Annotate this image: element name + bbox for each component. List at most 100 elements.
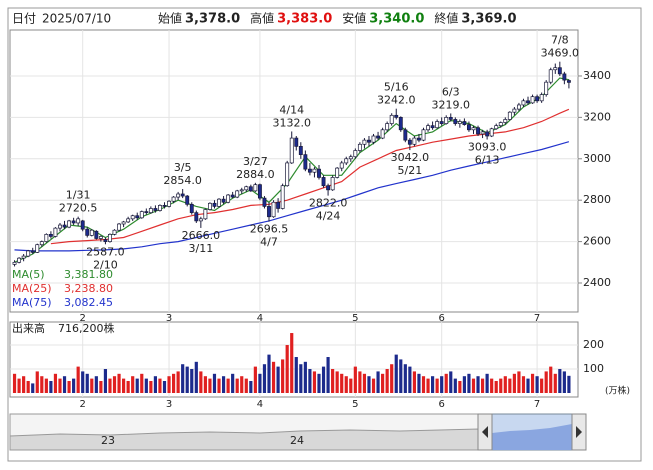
- volume-bar: [499, 378, 503, 393]
- candle-body: [35, 244, 40, 253]
- candle-body: [103, 239, 108, 242]
- volume-bar: [190, 369, 194, 393]
- volume-bar: [103, 369, 108, 393]
- candle-body: [203, 209, 208, 220]
- navigator-label: 24: [290, 434, 304, 447]
- x-tick-label: 7: [534, 399, 540, 410]
- candle-body: [485, 131, 490, 137]
- volume-bar: [85, 373, 89, 393]
- candle-body: [248, 186, 253, 192]
- high-date: 3/27: [243, 155, 268, 168]
- candle-body: [198, 218, 203, 222]
- volume-bar: [390, 364, 394, 393]
- volume-bar: [285, 345, 289, 393]
- low-value: 2696.5: [250, 223, 289, 236]
- candle-body: [462, 121, 467, 125]
- candle-body: [544, 81, 549, 95]
- high-date: 7/8: [551, 34, 569, 47]
- candle-body: [244, 186, 249, 191]
- candle-body: [453, 119, 458, 124]
- arrow-left: [482, 426, 488, 438]
- candle-body: [439, 121, 444, 124]
- volume-bar: [281, 359, 285, 393]
- volume-bar: [126, 381, 130, 393]
- candle-body: [317, 168, 321, 178]
- high-date: 1/31: [66, 189, 91, 202]
- candle-body: [394, 114, 399, 118]
- candle-body: [512, 108, 517, 113]
- legend-name: MA(75): [12, 296, 52, 309]
- volume-bar: [440, 376, 444, 393]
- candle-body: [158, 205, 162, 211]
- low-date: 6/13: [475, 154, 500, 167]
- volume-bar: [235, 378, 239, 393]
- volume-bar: [462, 376, 466, 393]
- volume-bar: [312, 371, 317, 393]
- field-label: 安値: [342, 11, 366, 26]
- volume-bar: [181, 364, 185, 393]
- candle-body: [530, 96, 535, 104]
- volume-bar: [562, 371, 566, 393]
- volume-bar: [335, 371, 339, 393]
- candle-body: [566, 80, 571, 83]
- volume-bar: [162, 381, 167, 393]
- low-date: 3/11: [188, 242, 213, 255]
- volume-bar: [421, 376, 426, 393]
- candle-body: [539, 94, 544, 102]
- candle-body: [194, 212, 199, 222]
- low-value: 2587.0: [86, 245, 125, 258]
- candle-body: [53, 227, 58, 237]
- candle-body: [80, 220, 85, 230]
- volume-bar: [276, 366, 280, 393]
- candle-body: [448, 117, 453, 120]
- volume-bar: [12, 373, 17, 393]
- volume-bar: [135, 378, 139, 393]
- volume-bar: [508, 378, 512, 393]
- candle-body: [435, 121, 440, 129]
- volume-bar: [435, 378, 439, 393]
- volume-latest: 716,200株: [58, 321, 115, 335]
- volume-bar: [549, 366, 553, 393]
- volume-bar: [426, 378, 430, 393]
- candle-body: [476, 127, 480, 135]
- candle-body: [335, 167, 340, 178]
- candle-body: [17, 257, 22, 263]
- volume-bar: [76, 366, 80, 393]
- volume-bar: [567, 375, 571, 393]
- volume-bar: [471, 378, 476, 393]
- low-value: 2666.0: [182, 229, 221, 242]
- candle-body: [153, 208, 158, 211]
- volume-bar: [358, 371, 362, 393]
- candle-body: [557, 67, 562, 75]
- field-value: 3,378.0: [185, 12, 240, 27]
- x-tick-label: 3: [166, 313, 172, 324]
- y-tick-label: 3200: [583, 110, 611, 123]
- x-tick-label: 6: [438, 399, 444, 410]
- candle-body: [217, 198, 221, 207]
- volume-bar: [99, 381, 103, 393]
- candle-body: [262, 197, 267, 207]
- volume-bar: [412, 371, 417, 393]
- volume-bar: [112, 376, 117, 393]
- candle-body: [412, 137, 417, 145]
- low-date: 2/10: [93, 258, 118, 271]
- volume-bar: [449, 371, 453, 393]
- price-panel: [9, 29, 579, 313]
- candle-body: [444, 117, 449, 124]
- field-value: 3,340.0: [369, 12, 424, 27]
- volume-bar: [226, 378, 230, 393]
- candle-body: [30, 250, 35, 253]
- volume-unit: (万株): [605, 385, 630, 397]
- candle-body: [144, 211, 149, 213]
- volume-bar: [376, 371, 380, 393]
- ma-line: [14, 141, 570, 252]
- candle-body: [189, 203, 194, 213]
- volume-bar: [453, 378, 457, 393]
- candle-body: [553, 67, 558, 71]
- candle-body: [58, 224, 62, 229]
- volume-bar: [244, 378, 248, 393]
- volume-bar: [149, 381, 153, 393]
- candle-body: [353, 150, 358, 158]
